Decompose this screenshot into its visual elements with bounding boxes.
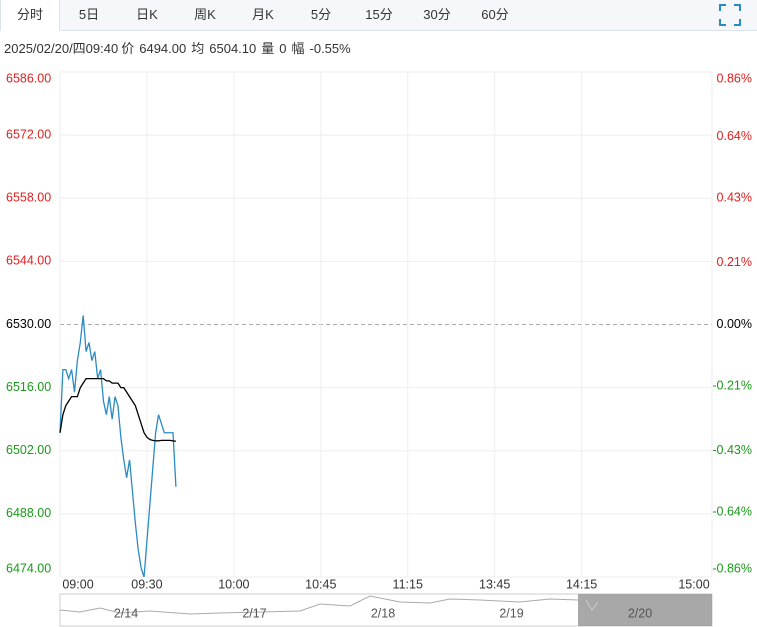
y-tick-label: 6516.00: [6, 380, 51, 394]
range: -0.55%: [309, 41, 351, 56]
y2-tick-label: -0.86%: [712, 561, 752, 575]
volume: 0: [279, 41, 287, 56]
datetime: 2025/02/20/四09:40: [4, 41, 119, 56]
x-tick-label: 15:00: [678, 577, 709, 591]
y-tick-label: 6530.00: [6, 317, 51, 331]
tab[interactable]: 5分: [310, 7, 332, 22]
navigator-line: [585, 599, 599, 611]
navigator-date: 2/17: [242, 606, 266, 620]
navigator-date: 2/20: [628, 606, 652, 620]
y-tick-label: 6586.00: [6, 71, 51, 85]
series-line: [59, 377, 177, 442]
price: 6494.00: [139, 41, 187, 56]
tab[interactable]: 5日: [78, 7, 100, 22]
y2-tick-label: -0.43%: [712, 443, 752, 457]
tab[interactable]: 分时: [0, 0, 60, 31]
x-tick-label: 09:00: [62, 577, 93, 591]
y2-tick-label: -0.21%: [712, 378, 752, 392]
y-tick-label: 6558.00: [6, 191, 51, 205]
x-tick-label: 10:45: [305, 577, 336, 591]
info-line: 2025/02/20/四09:40 价 6494.00 均 6504.10 量 0 幅 -0.5…: [4, 38, 356, 57]
plot-area: [59, 71, 713, 578]
label: 价: [121, 41, 135, 56]
navigator-line: [59, 595, 579, 615]
tab[interactable]: 日K: [136, 7, 158, 22]
tab[interactable]: 60分: [481, 7, 509, 22]
tab[interactable]: 15分: [365, 7, 393, 22]
navigator-date: 2/18: [371, 606, 395, 620]
fullscreen-icon[interactable]: [718, 3, 742, 27]
tab[interactable]: 月K: [252, 7, 274, 22]
navigator-selection[interactable]: [578, 594, 712, 626]
x-tick-label: 09:30: [131, 577, 162, 591]
label: 幅: [291, 41, 305, 56]
tab-bar: 分时 5日 日K 周K 月K 5分 15分 30分 60分: [0, 0, 757, 31]
y-tick-label: 6544.00: [6, 254, 51, 268]
x-tick-label: 11:15: [393, 577, 423, 591]
x-tick-label: 10:00: [218, 577, 249, 591]
y2-tick-label: 0.86%: [717, 71, 752, 85]
x-tick-label: 13:45: [479, 577, 510, 591]
y2-tick-label: 0.43%: [717, 191, 752, 205]
y2-tick-label: 0.21%: [717, 255, 752, 269]
y2-tick-label: -0.64%: [712, 505, 752, 519]
y-tick-label: 6572.00: [6, 127, 51, 141]
label: 均: [191, 41, 205, 56]
tab[interactable]: 30分: [423, 7, 451, 22]
navigator-date: 2/14: [114, 606, 138, 620]
y-tick-label: 6474.00: [6, 561, 51, 575]
navigator: [59, 593, 713, 627]
avg: 6504.10: [209, 41, 257, 56]
tab[interactable]: 周K: [194, 7, 216, 22]
x-tick-label: 14:15: [566, 577, 597, 591]
y-tick-label: 6488.00: [6, 506, 51, 520]
y2-tick-label: 0.64%: [717, 129, 752, 143]
navigator-date: 2/19: [499, 606, 523, 620]
series-line: [59, 315, 177, 578]
y2-tick-label: 0.00%: [717, 317, 752, 331]
y-tick-label: 6502.00: [6, 443, 51, 457]
label: 量: [261, 41, 275, 56]
